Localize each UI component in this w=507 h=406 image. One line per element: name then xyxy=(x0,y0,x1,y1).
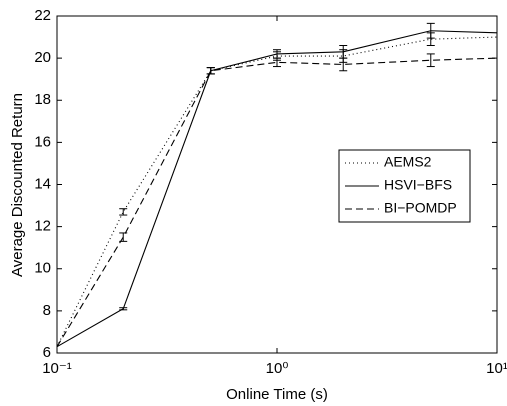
x-tick-label: 10⁰ xyxy=(266,360,289,377)
error-bar xyxy=(119,232,128,242)
error-bar xyxy=(426,22,435,39)
plot-frame xyxy=(56,15,498,354)
y-tick-label: 8 xyxy=(43,302,51,319)
error-bar xyxy=(119,307,128,311)
y-tick-label: 18 xyxy=(34,91,51,108)
y-tick-label: 22 xyxy=(34,7,51,24)
y-tick-label: 10 xyxy=(34,260,51,277)
y-tick-label: 20 xyxy=(34,49,51,66)
error-bar xyxy=(426,53,435,68)
y-tick-label: 12 xyxy=(34,218,51,235)
y-axis-label: Average Discounted Return xyxy=(9,93,26,277)
x-axis-label: Online Time (s) xyxy=(226,386,328,403)
legend-label: AEMS2 xyxy=(384,154,432,170)
y-tick-label: 6 xyxy=(43,344,51,361)
x-tick-label: 10⁻¹ xyxy=(42,360,72,377)
y-tick-label: 14 xyxy=(34,175,51,192)
error-bar xyxy=(119,208,128,216)
error-bar xyxy=(206,67,215,75)
y-tick-label: 16 xyxy=(34,133,51,150)
error-bar xyxy=(339,57,348,72)
x-tick-label: 10¹ xyxy=(486,360,507,377)
legend-label: BI−POMDP xyxy=(384,200,457,216)
legend-label: HSVI−BFS xyxy=(384,177,452,193)
error-bar xyxy=(273,57,281,68)
